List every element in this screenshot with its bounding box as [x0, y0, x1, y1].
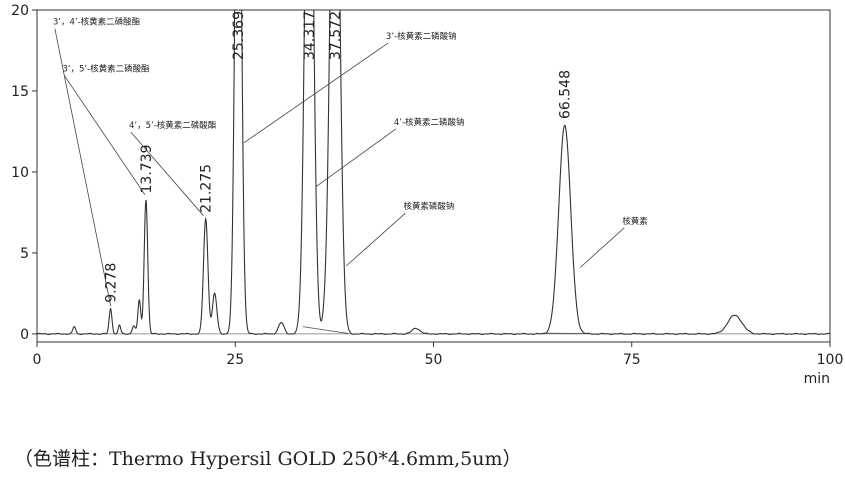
peak-labels: 9.278 13.739 21.275 25.369 34.317 37.572 66.54…: [104, 11, 574, 303]
integration-baseline: [302, 326, 349, 334]
x-tick-label: 75: [623, 352, 641, 368]
x-tick-label: 25: [226, 352, 244, 368]
peak-rt-label: 13.739: [139, 144, 155, 193]
annotation-leader: [64, 75, 146, 195]
plot-frame: [36, 9, 831, 343]
annotation-label: 核黄素: [622, 216, 648, 227]
x-tick-label: 0: [33, 352, 42, 368]
peak-rt-label: 9.278: [104, 263, 120, 303]
y-tick-label: 10: [11, 165, 29, 181]
annotations: 3’，4’-核黄素二磷酸酯 3’，5’-核黄素二磷酸酯 4’，5’-核黄素二磷酸酯 3…: [53, 17, 648, 307]
peak-rt-label: 25.369: [231, 11, 247, 60]
annotation-leader: [54, 28, 112, 307]
annotation-leader: [130, 131, 204, 216]
annotation-leader: [315, 128, 397, 187]
annotation-leader: [346, 212, 406, 267]
annotation-label: 3’，5’-核黄素二磷酸酯: [62, 64, 150, 75]
chromatogram-chart: 0 25 50 75 100 min 0 5 10 15 20 9.278 13.739 21.275 2…: [11, 3, 843, 387]
annotation-leader: [579, 227, 625, 268]
annotation-label: 3’，4’-核黄素二磷酸酯: [53, 17, 141, 28]
column-caption: （色谱柱：Thermo Hypersil GOLD 250*4.6mm,5um）: [14, 448, 522, 470]
y-tick-label: 20: [11, 3, 29, 19]
y-tick-label: 0: [20, 327, 29, 343]
peak-rt-label: 66.548: [558, 70, 574, 119]
annotation-label: 3’-核黄素二磷酸钠: [386, 31, 457, 42]
peak-rt-label: 21.275: [199, 164, 215, 213]
annotation-label: 4’-核黄素二磷酸钠: [394, 117, 465, 128]
peak-rt-label: 37.572: [328, 11, 344, 60]
annotation-leader: [243, 42, 389, 144]
peak-rt-label: 34.317: [302, 11, 318, 60]
annotation-label: 4’，5’-核黄素二磷酸酯: [129, 120, 217, 131]
x-axis-label: min: [804, 371, 830, 387]
axes: 0 25 50 75 100 min 0 5 10 15 20: [11, 3, 843, 387]
x-tick-label: 50: [425, 352, 443, 368]
trace-layer: [37, 10, 830, 336]
x-tick-label: 100: [817, 352, 844, 368]
annotation-label: 核黄素磷酸钠: [403, 201, 454, 212]
y-tick-label: 5: [20, 246, 29, 262]
y-tick-label: 15: [11, 84, 29, 100]
chromatogram-trace: [37, 10, 830, 336]
